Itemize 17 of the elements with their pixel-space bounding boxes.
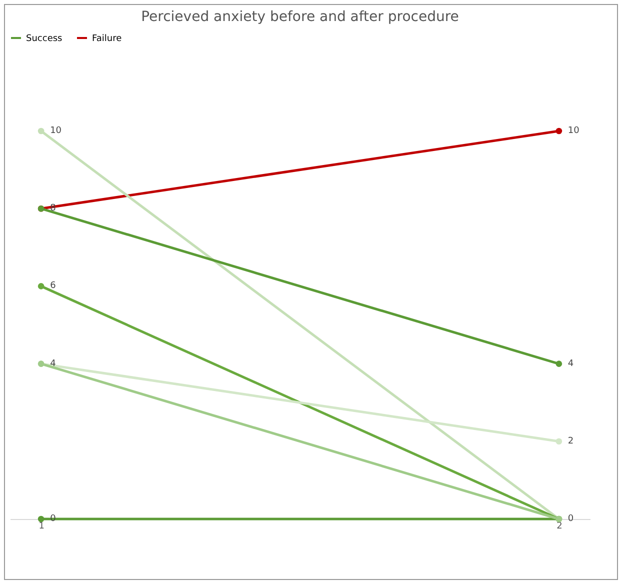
point [38,128,44,134]
data-label: 0 [568,514,574,524]
point [556,438,562,445]
legend-label: Failure [92,34,122,44]
data-label: 4 [50,358,56,369]
data-label: 10 [50,126,62,136]
data-label: 2 [568,436,574,446]
point [38,283,44,290]
data-label: 6 [50,281,56,292]
data-label: 4 [568,358,574,369]
chart-title: Percieved anxiety before and after procedure [141,9,459,25]
x-tick-label: 1 [38,522,44,532]
data-label: 10 [568,126,580,136]
legend-label: Success [26,34,63,44]
point [556,360,562,367]
point [38,516,44,522]
point [556,128,562,134]
